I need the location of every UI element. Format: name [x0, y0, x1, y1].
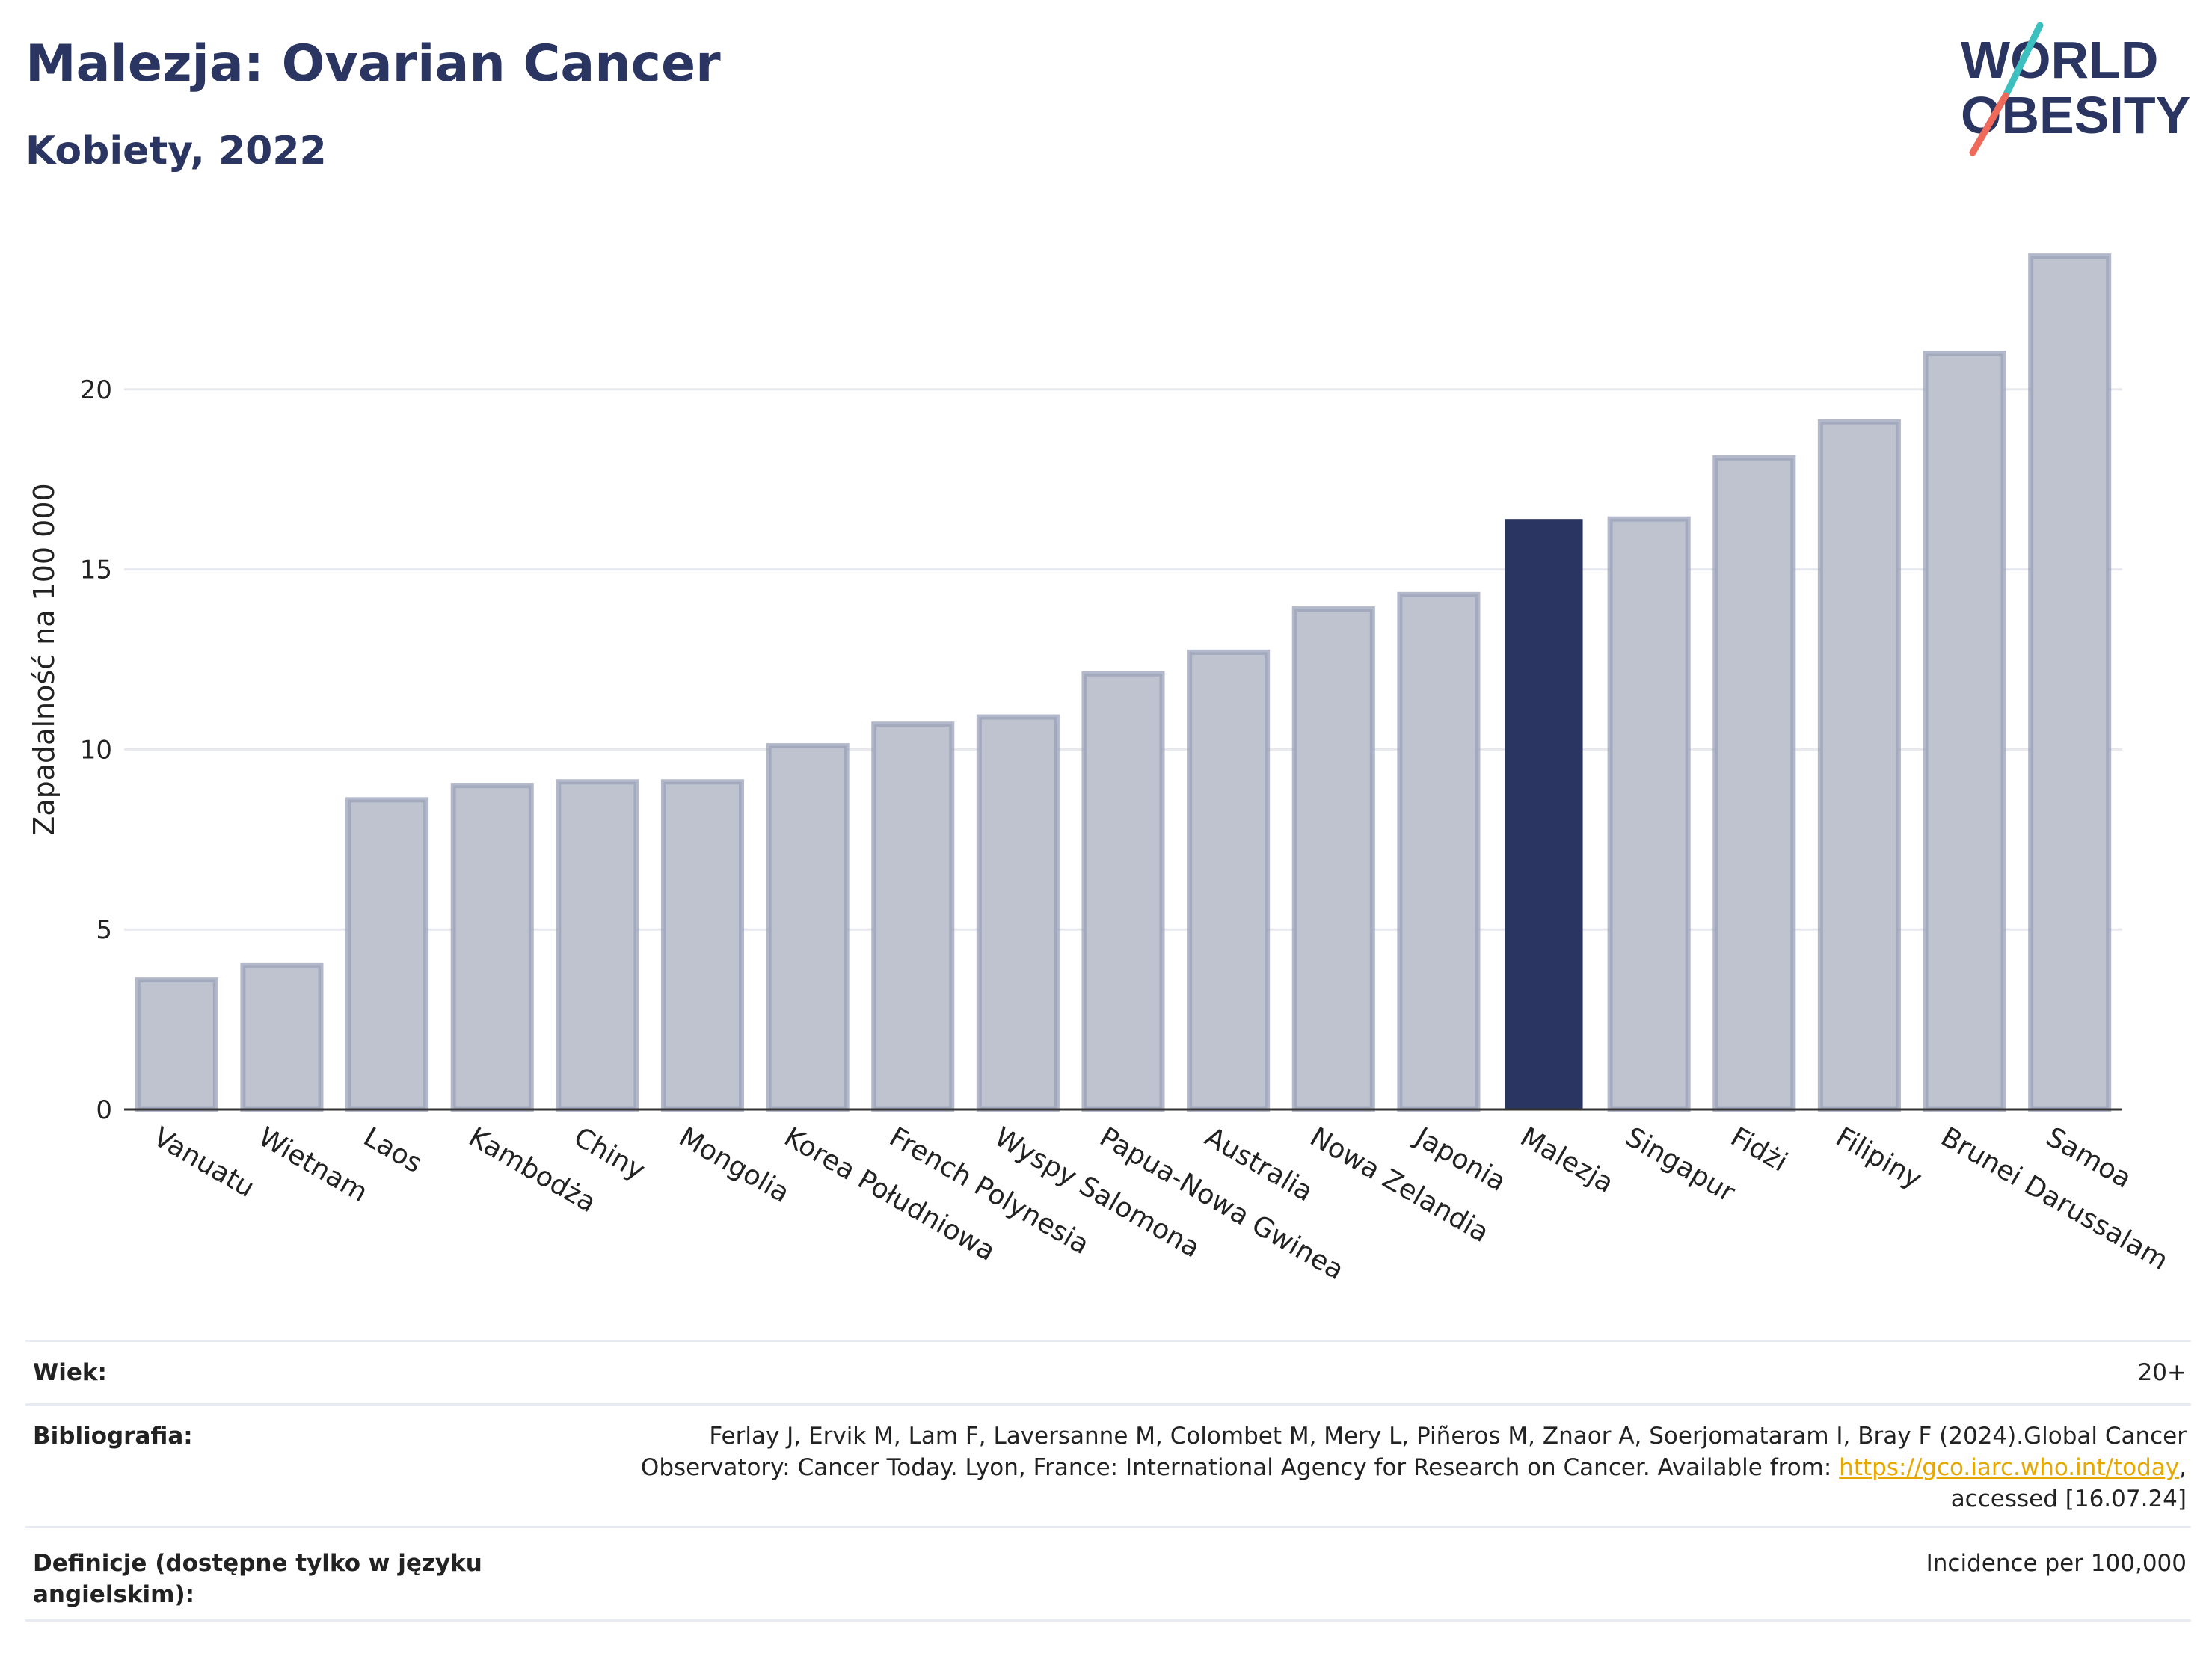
bar-korea-po-udniowa[interactable]	[766, 743, 850, 1112]
info-table: Wiek: 20+ Bibliografia: Ferlay J, Ervik …	[25, 1340, 2191, 1622]
bars	[135, 253, 2112, 1112]
bar-mongolia[interactable]	[660, 779, 745, 1112]
y-tick-label: 0	[96, 1095, 112, 1125]
y-tick-label: 20	[80, 375, 112, 405]
chart-title: Malezja: Ovarian Cancer	[25, 34, 721, 93]
y-tick-labels: 0 5 10 15 20	[80, 375, 112, 1125]
bar-laos[interactable]	[345, 797, 429, 1112]
info-row-definitions: Definicje (dostępne tylko w języku angie…	[25, 1526, 2191, 1622]
x-tick-label: Vanuatu	[148, 1121, 259, 1204]
bibliography-line-2-text: Observatory: Cancer Today. Lyon, France:…	[640, 1454, 1840, 1481]
bar-vanuatu[interactable]	[135, 977, 218, 1112]
bar-chiny[interactable]	[556, 779, 639, 1112]
x-tick-label: Wietnam	[253, 1121, 372, 1208]
y-tick-label: 5	[96, 915, 112, 945]
age-label: Wiek:	[33, 1359, 107, 1386]
logo-slash-coral	[1969, 92, 2009, 156]
definitions-label: Definicje (dostępne tylko w języku angie…	[33, 1550, 482, 1608]
info-row-age: Wiek: 20+	[25, 1340, 2191, 1403]
bar-australia[interactable]	[1187, 649, 1271, 1112]
bibliography-value: Ferlay J, Ervik M, Lam F, Laversanne M, …	[641, 1420, 2191, 1515]
bibliography-line-2-end: ,	[2179, 1454, 2187, 1481]
bibliography-link[interactable]: https://gco.iarc.who.int/today	[1839, 1454, 2180, 1481]
logo-slash-teal	[2002, 22, 2044, 99]
age-value: 20+	[2137, 1359, 2187, 1386]
bar-samoa[interactable]	[2028, 253, 2112, 1112]
bar-french-polynesia[interactable]	[871, 721, 955, 1112]
bar-japonia[interactable]	[1397, 591, 1481, 1112]
x-tick-label: Singapur	[1620, 1121, 1740, 1208]
y-axis-label: Zapadalność na 100 000	[28, 483, 61, 835]
bar-nowa-zelandia[interactable]	[1291, 606, 1375, 1112]
bar-papua-nowa-gwinea[interactable]	[1081, 671, 1165, 1112]
bibliography-line-1: Ferlay J, Ervik M, Lam F, Laversanne M, …	[709, 1423, 2187, 1450]
definitions-value: Incidence per 100,000	[1926, 1550, 2187, 1577]
bar-filipiny[interactable]	[1817, 419, 1901, 1112]
x-tick-label: Mongolia	[674, 1121, 795, 1209]
bar-wyspy-salomona[interactable]	[976, 714, 1060, 1112]
x-tick-label: Chiny	[568, 1121, 650, 1186]
x-tick-label: Nowa Zelandia	[1305, 1121, 1494, 1249]
x-tick-label: Fidżi	[1725, 1121, 1792, 1178]
bar-singapur[interactable]	[1607, 516, 1691, 1112]
bar-brunei-darussalam[interactable]	[1923, 351, 2006, 1112]
bibliography-line-2: Observatory: Cancer Today. Lyon, France:…	[641, 1452, 2187, 1483]
chart-subtitle: Kobiety, 2022	[25, 129, 327, 173]
bar-malezja[interactable]	[1505, 519, 1583, 1109]
logo-word-obesity: OBESITY	[1961, 86, 2190, 144]
bar-fid-i[interactable]	[1712, 455, 1796, 1112]
bar-kambod-a[interactable]	[450, 783, 534, 1112]
bibliography-label: Bibliografia:	[33, 1423, 193, 1450]
y-tick-label: 15	[80, 555, 112, 585]
x-tick-label: Laos	[358, 1121, 427, 1179]
info-row-bibliography: Bibliografia: Ferlay J, Ervik M, Lam F, …	[25, 1403, 2191, 1526]
bar-wietnam[interactable]	[240, 962, 324, 1112]
world-obesity-logo: WORLD OBESITY	[1961, 22, 2190, 156]
x-tick-label: Malezja	[1515, 1121, 1618, 1199]
x-tick-label: Filipiny	[1831, 1121, 1927, 1195]
y-tick-label: 10	[80, 735, 112, 765]
logo-word-world: WORLD	[1961, 31, 2158, 89]
bibliography-line-3: accessed [16.07.24]	[1950, 1486, 2187, 1512]
